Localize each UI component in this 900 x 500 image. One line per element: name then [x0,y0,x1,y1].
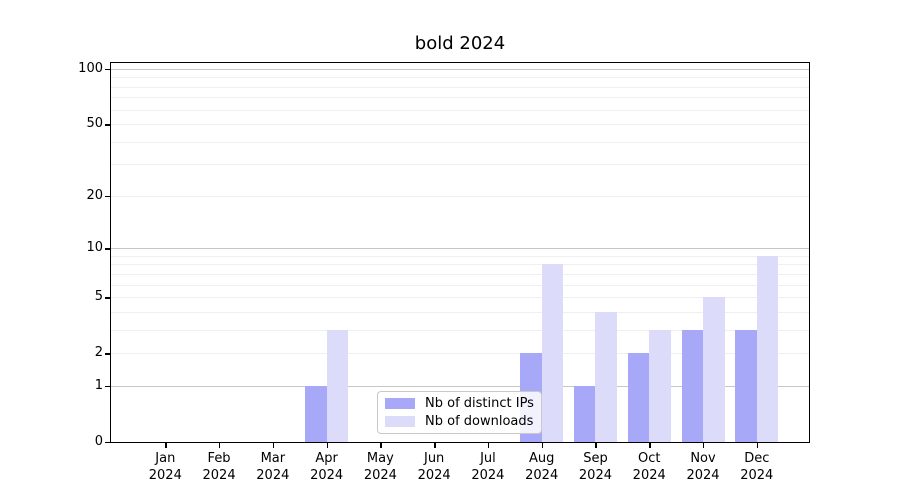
minor-gridline-4 [111,311,809,313]
bar-ips-dec [735,329,757,442]
minor-gridline-2 [111,353,809,355]
x-tick-label-may: May 2024 [363,451,397,483]
x-tick-mark-feb [219,443,221,448]
y-tick-label-100: 100 [78,61,103,76]
minor-gridline-9 [111,255,809,257]
x-tick-label-jan: Jan 2024 [148,451,182,483]
y-tick-label-2: 2 [94,345,103,361]
y-tick-label-50: 50 [86,116,103,132]
minor-gridline-40 [111,141,809,143]
y-tick-label-20: 20 [86,187,103,203]
y-tick-label-0: 0 [94,434,103,449]
bar-ips-oct [627,353,650,442]
bar-downloads-oct [649,329,671,442]
bar-downloads-aug [541,264,564,442]
x-tick-mark-dec [756,443,759,448]
plot-area [110,62,810,443]
x-tick-label-dec: Dec 2024 [740,451,774,483]
x-tick-mark-mar [272,443,275,448]
y-tick-label-1: 1 [94,377,103,393]
y-tick-mark-1 [105,385,110,388]
legend-entry-downloads: Nb of downloads [385,414,541,429]
minor-gridline-8 [111,264,809,266]
legend-label-distinct-ips: Nb of distinct IPs [425,396,534,411]
bar-ips-nov [681,329,703,442]
y-tick-mark-20 [105,195,110,198]
x-tick-mark-apr [326,443,328,448]
legend-swatch-downloads [385,416,415,427]
x-tick-label-apr: Apr 2024 [310,451,344,483]
minor-gridline-70 [111,97,809,99]
y-tick-mark-50 [105,124,110,126]
x-tick-label-jun: Jun 2024 [417,451,451,483]
x-tick-mark-jan [165,443,167,448]
minor-gridline-30 [111,164,809,166]
x-tick-label-sep: Sep 2024 [578,451,612,483]
bar-downloads-nov [703,297,725,442]
x-tick-mark-aug [541,443,544,448]
y-tick-mark-0 [105,442,110,444]
x-tick-mark-sep [595,443,597,448]
major-gridline-100 [111,69,809,70]
y-tick-mark-2 [105,353,110,355]
bars-layer [111,63,809,442]
minor-gridline-5 [111,297,809,299]
y-tick-label-10: 10 [86,240,103,256]
minor-gridline-7 [111,273,809,275]
grid-layer [111,63,809,442]
chart-title: bold 2024 [414,33,506,54]
x-tick-label-feb: Feb 2024 [202,451,236,483]
x-tick-mark-oct [649,443,651,448]
bar-ips-sep [573,385,596,442]
legend-label-downloads: Nb of downloads [425,414,534,429]
y-tick-mark-5 [105,297,110,299]
y-tick-label-5: 5 [94,289,103,305]
x-tick-mark-jun [434,443,436,448]
minor-gridline-80 [111,86,809,88]
bar-downloads-dec [756,255,779,442]
bar-downloads-sep [595,311,617,442]
x-tick-mark-jul [487,443,490,448]
minor-gridline-20 [111,195,809,197]
x-tick-label-jul: Jul 2024 [471,451,505,483]
x-tick-label-nov: Nov 2024 [686,451,720,483]
x-tick-label-aug: Aug 2024 [525,451,559,483]
bar-downloads-apr [326,329,349,442]
x-tick-mark-may [380,443,382,448]
minor-gridline-6 [111,284,809,286]
minor-gridline-50 [111,124,809,126]
y-tick-mark-100 [105,69,110,71]
legend-entry-distinct-ips: Nb of distinct IPs [385,396,541,411]
legend: Nb of distinct IPs Nb of downloads [377,391,542,434]
y-tick-mark-10 [105,248,110,250]
minor-gridline-3 [111,329,809,331]
x-tick-label-oct: Oct 2024 [632,451,666,483]
bar-ips-apr [305,385,327,442]
major-gridline-10 [111,248,809,250]
major-gridline-1 [111,385,809,387]
x-tick-mark-nov [703,443,705,448]
x-tick-label-mar: Mar 2024 [256,451,290,483]
legend-swatch-distinct-ips [385,398,415,409]
minor-gridline-90 [111,77,809,79]
minor-gridline-60 [111,109,809,111]
